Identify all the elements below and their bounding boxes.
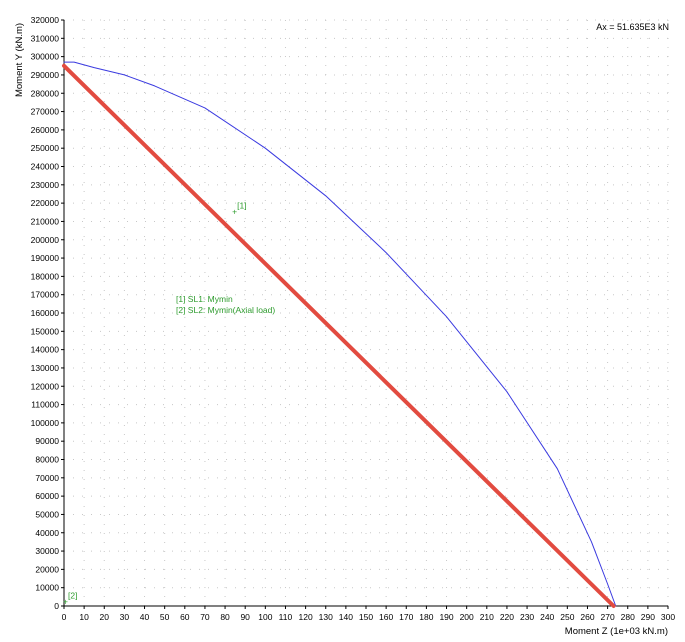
- point-marker: +: [232, 206, 237, 216]
- y-tick-label: 60000: [35, 491, 59, 501]
- x-tick-label: 260: [580, 612, 594, 622]
- x-tick-label: 250: [560, 612, 574, 622]
- x-tick-label: 300: [661, 612, 675, 622]
- x-tick-label: 240: [540, 612, 554, 622]
- x-tick-label: 280: [621, 612, 635, 622]
- y-tick-label: 300000: [31, 52, 60, 62]
- x-tick-label: 150: [359, 612, 373, 622]
- legend-entry-1: [1] SL1: Mymin: [176, 294, 233, 304]
- y-tick-label: 80000: [35, 455, 59, 465]
- x-tick-label: 80: [220, 612, 230, 622]
- y-tick-label: 230000: [31, 180, 60, 190]
- x-tick-label: 60: [180, 612, 190, 622]
- x-tick-label: 0: [62, 612, 67, 622]
- x-tick-label: 200: [460, 612, 474, 622]
- x-tick-label: 110: [279, 612, 293, 622]
- x-tick-label: 10: [79, 612, 89, 622]
- x-tick-label: 190: [439, 612, 453, 622]
- x-tick-label: 40: [140, 612, 150, 622]
- x-tick-label: 50: [160, 612, 170, 622]
- y-tick-label: 90000: [35, 436, 59, 446]
- point-marker: +: [63, 597, 68, 607]
- blue-interaction-curve: [63, 61, 617, 607]
- x-tick-label: 140: [339, 612, 353, 622]
- x-tick-labels: 0 10 20 30 40 50 60 70 80 90 100 110 120 130 140 150 160…: [62, 606, 675, 622]
- x-tick-label: 220: [500, 612, 514, 622]
- x-tick-label: 270: [601, 612, 615, 622]
- y-tick-label: 40000: [35, 528, 59, 538]
- y-tick-label: 130000: [31, 363, 60, 373]
- y-tick-label: 110000: [31, 400, 59, 410]
- x-tick-label: 290: [641, 612, 655, 622]
- y-tick-label: 70000: [35, 473, 59, 483]
- points-layer: +[1]+[2]: [63, 200, 247, 606]
- y-tick-label: 10000: [35, 583, 59, 593]
- x-tick-label: 170: [399, 612, 413, 622]
- y-tick-label: 240000: [31, 162, 60, 172]
- x-tick-label: 90: [240, 612, 250, 622]
- y-tick-label: 280000: [31, 88, 60, 98]
- series-layer: [62, 61, 617, 608]
- x-tick-label: 130: [319, 612, 333, 622]
- y-tick-label: 160000: [31, 308, 60, 318]
- y-tick-label: 30000: [35, 546, 59, 556]
- y-tick-label: 320000: [31, 15, 60, 25]
- y-tick-labels: 0 10000 20000 30000 40000 50000 60000 70000 8000…: [31, 15, 64, 611]
- x-tick-label: 160: [379, 612, 393, 622]
- y-tick-label: 260000: [31, 125, 60, 135]
- x-tick-label: 20: [100, 612, 110, 622]
- y-tick-label: 290000: [31, 70, 60, 80]
- y-tick-label: 0: [54, 601, 59, 611]
- y-tick-label: 250000: [31, 143, 60, 153]
- x-tick-label: 70: [200, 612, 210, 622]
- y-tick-label: 310000: [31, 33, 60, 43]
- y-tick-label: 180000: [31, 271, 60, 281]
- y-tick-label: 20000: [35, 564, 59, 574]
- x-tick-label: 210: [480, 612, 494, 622]
- x-tick-label: 30: [120, 612, 130, 622]
- point-label-2: [2]: [68, 591, 77, 601]
- y-axis-title: Moment Y (kN.m): [14, 23, 25, 97]
- axial-load-annotation: Ax = 51.635E3 kN: [596, 22, 669, 32]
- x-tick-label: 100: [258, 612, 272, 622]
- y-tick-label: 270000: [31, 107, 60, 117]
- y-tick-label: 200000: [31, 235, 60, 245]
- legend-entry-2: [2] SL2: Mymin(Axial load): [176, 305, 275, 315]
- y-tick-label: 220000: [31, 198, 60, 208]
- y-tick-label: 50000: [35, 509, 59, 519]
- x-axis-title: Moment Z (1e+03 kN.m): [565, 626, 668, 637]
- point-label-1: [1]: [237, 200, 246, 210]
- y-tick-label: 120000: [31, 381, 60, 391]
- y-tick-label: 190000: [31, 253, 60, 263]
- y-tick-label: 170000: [31, 290, 60, 300]
- y-tick-label: 210000: [31, 216, 60, 226]
- x-tick-label: 180: [419, 612, 433, 622]
- red-design-line: [62, 63, 616, 608]
- grid-layer: [64, 19, 669, 606]
- y-tick-label: 100000: [31, 418, 60, 428]
- x-tick-label: 230: [520, 612, 534, 622]
- x-tick-label: 120: [299, 612, 313, 622]
- y-tick-label: 140000: [31, 345, 60, 355]
- y-tick-label: 150000: [31, 326, 60, 336]
